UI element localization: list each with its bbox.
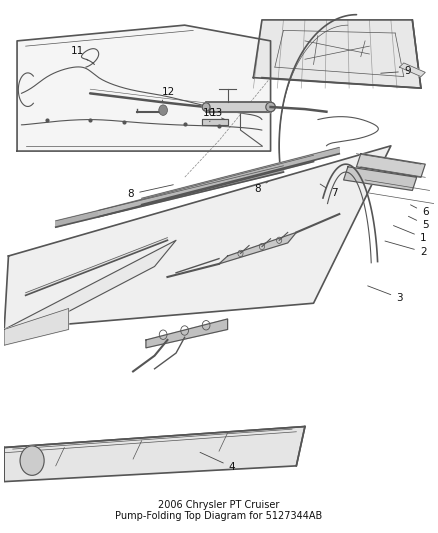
Polygon shape bbox=[56, 166, 283, 227]
Text: 1: 1 bbox=[393, 225, 427, 243]
Text: 13: 13 bbox=[209, 108, 223, 122]
Text: 6: 6 bbox=[410, 205, 428, 217]
Polygon shape bbox=[26, 238, 167, 295]
Text: 3: 3 bbox=[367, 286, 403, 303]
Polygon shape bbox=[399, 63, 425, 77]
Ellipse shape bbox=[266, 102, 276, 112]
Polygon shape bbox=[4, 426, 305, 482]
Polygon shape bbox=[4, 146, 391, 329]
Text: 11: 11 bbox=[71, 46, 88, 60]
Polygon shape bbox=[219, 232, 297, 264]
Text: 12: 12 bbox=[162, 87, 175, 101]
Circle shape bbox=[159, 105, 167, 116]
Polygon shape bbox=[4, 309, 69, 345]
Text: 4: 4 bbox=[200, 453, 235, 472]
Circle shape bbox=[20, 446, 44, 475]
Polygon shape bbox=[253, 20, 421, 88]
Polygon shape bbox=[357, 154, 425, 177]
Polygon shape bbox=[4, 240, 176, 345]
Polygon shape bbox=[17, 25, 271, 151]
Polygon shape bbox=[202, 118, 228, 125]
Text: 5: 5 bbox=[408, 216, 428, 230]
Polygon shape bbox=[99, 155, 314, 216]
Text: 2006 Chrysler PT Cruiser
Pump-Folding Top Diagram for 5127344AB: 2006 Chrysler PT Cruiser Pump-Folding To… bbox=[115, 499, 323, 521]
Polygon shape bbox=[141, 148, 339, 205]
Polygon shape bbox=[343, 167, 417, 190]
Ellipse shape bbox=[202, 103, 210, 111]
Text: 9: 9 bbox=[381, 66, 410, 76]
Text: 2: 2 bbox=[385, 241, 427, 257]
Text: 8: 8 bbox=[254, 182, 268, 194]
Polygon shape bbox=[146, 319, 228, 348]
Polygon shape bbox=[206, 102, 271, 112]
Text: 7: 7 bbox=[320, 184, 337, 198]
Text: 8: 8 bbox=[127, 185, 173, 199]
Text: 10: 10 bbox=[203, 108, 225, 119]
